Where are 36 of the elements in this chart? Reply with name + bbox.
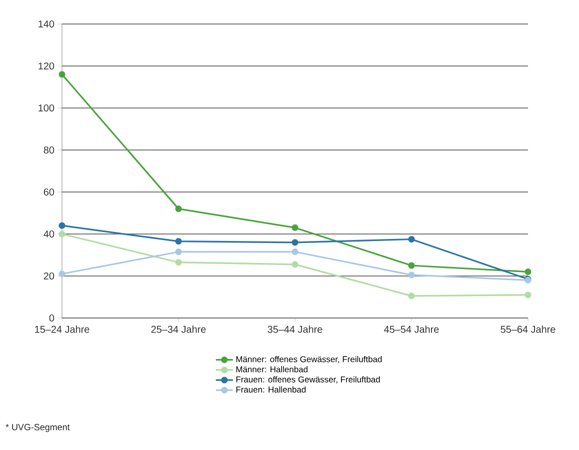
- x-tick-label: 55–64 Jahre: [500, 326, 556, 333]
- legend-label: Männer: Hallenbad: [236, 366, 308, 372]
- point: [292, 224, 298, 231]
- y-tick-label: 40: [44, 230, 54, 238]
- legend-label: Frauen: offenes Gewässer, Freiluftbad: [236, 376, 380, 384]
- x-tick-label: 45–54 Jahre: [384, 326, 439, 333]
- y-tick-label: 120: [38, 62, 54, 70]
- point: [58, 270, 66, 278]
- point: [292, 248, 298, 256]
- legend-label: Männer: offenes Gewässer, Freiluftbad: [236, 356, 382, 364]
- point: [292, 261, 298, 268]
- y-tick-label: 60: [44, 188, 54, 196]
- x-tick-label: 25–34 Jahre: [151, 326, 206, 333]
- legend-label: Frauen: Hallenbad: [236, 386, 306, 393]
- point: [408, 292, 415, 300]
- y-tick-label: 20: [44, 272, 54, 280]
- point: [524, 292, 532, 298]
- text: * UVG-Segment: [6, 424, 70, 432]
- point: [524, 268, 532, 276]
- point: [175, 206, 182, 212]
- point: [175, 238, 182, 245]
- y-tick-label: 140: [38, 20, 54, 28]
- y-tick-label: 0: [49, 314, 54, 322]
- point: [292, 239, 298, 246]
- point: [408, 272, 415, 278]
- point: [175, 259, 182, 266]
- point: [58, 222, 66, 229]
- y-tick-label: 80: [44, 146, 54, 154]
- point: [58, 230, 66, 238]
- point: [175, 248, 182, 256]
- point: [58, 71, 66, 78]
- y-tick-label: 100: [38, 104, 54, 112]
- x-tick-label: 35–44 Jahre: [268, 326, 322, 333]
- x-tick-label: 15–24 Jahre: [35, 326, 90, 333]
- point: [408, 236, 415, 243]
- point: [408, 262, 415, 269]
